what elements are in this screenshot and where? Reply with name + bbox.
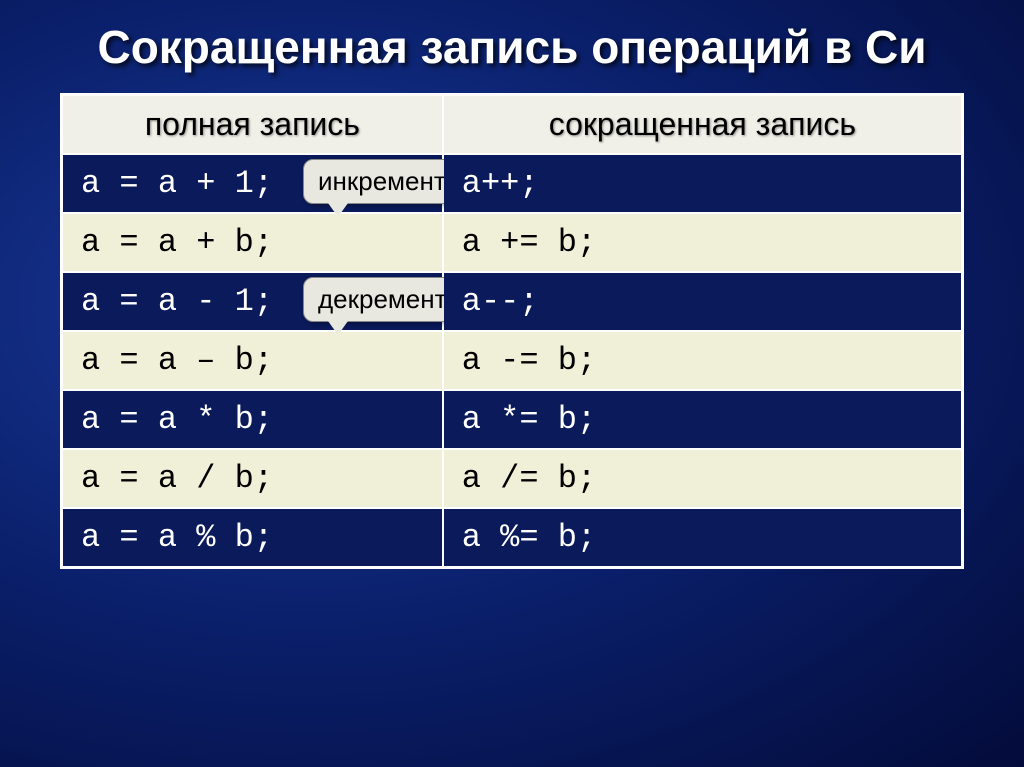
table-row: a = a * b;a *= b; [62,390,963,449]
decrement-callout: декремент [303,277,462,322]
table-header-row: полная запись сокращенная запись [62,95,963,155]
table-row: a = a – b;a -= b; [62,331,963,390]
cell-full: a = a - 1;декремент [62,272,443,331]
table-row: a = a - 1;декрементa--; [62,272,963,331]
cell-short: a /= b; [443,449,963,508]
slide-title: Сокращенная запись операций в Си [0,0,1024,85]
header-short: сокращенная запись [443,95,963,155]
table-container: полная запись сокращенная запись a = a +… [0,85,1024,589]
operations-table: полная запись сокращенная запись a = a +… [60,93,964,569]
cell-short: a -= b; [443,331,963,390]
cell-short: a--; [443,272,963,331]
cell-short: a %= b; [443,508,963,568]
cell-full: a = a % b; [62,508,443,568]
cell-full: a = a + b; [62,213,443,272]
table-row: a = a / b;a /= b; [62,449,963,508]
table-row: a = a + 1;инкрементa++; [62,154,963,213]
increment-callout: инкремент [303,159,461,204]
cell-short: a *= b; [443,390,963,449]
header-full: полная запись [62,95,443,155]
cell-full: a = a / b; [62,449,443,508]
cell-short: a++; [443,154,963,213]
cell-full: a = a * b; [62,390,443,449]
table-row: a = a % b;a %= b; [62,508,963,568]
cell-short: a += b; [443,213,963,272]
cell-full: a = a + 1;инкремент [62,154,443,213]
table-row: a = a + b;a += b; [62,213,963,272]
cell-full: a = a – b; [62,331,443,390]
